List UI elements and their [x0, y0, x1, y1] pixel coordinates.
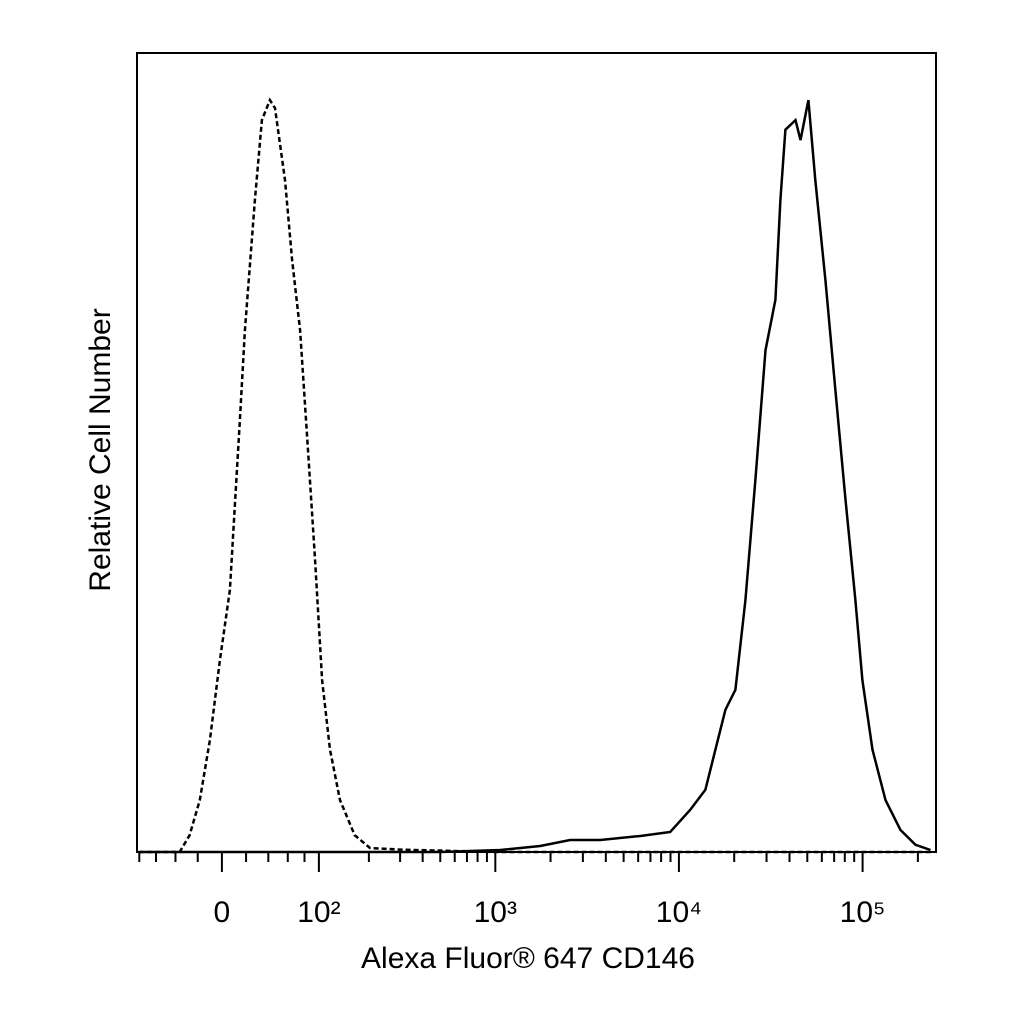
- x-tick-label: 10⁵: [840, 896, 886, 929]
- x-tick-label: 10²: [297, 896, 340, 929]
- x-tick-label: 10³: [474, 896, 517, 929]
- histogram-line: [139, 99, 931, 854]
- x-tick-label: 10⁴: [656, 896, 702, 929]
- x-tick-label: 0: [214, 896, 231, 929]
- histogram-line: [139, 97, 933, 854]
- y-axis-title: Relative Cell Number: [84, 308, 117, 591]
- plot-frame: [136, 52, 937, 853]
- x-axis-title: Alexa Fluor® 647 CD146: [361, 942, 695, 975]
